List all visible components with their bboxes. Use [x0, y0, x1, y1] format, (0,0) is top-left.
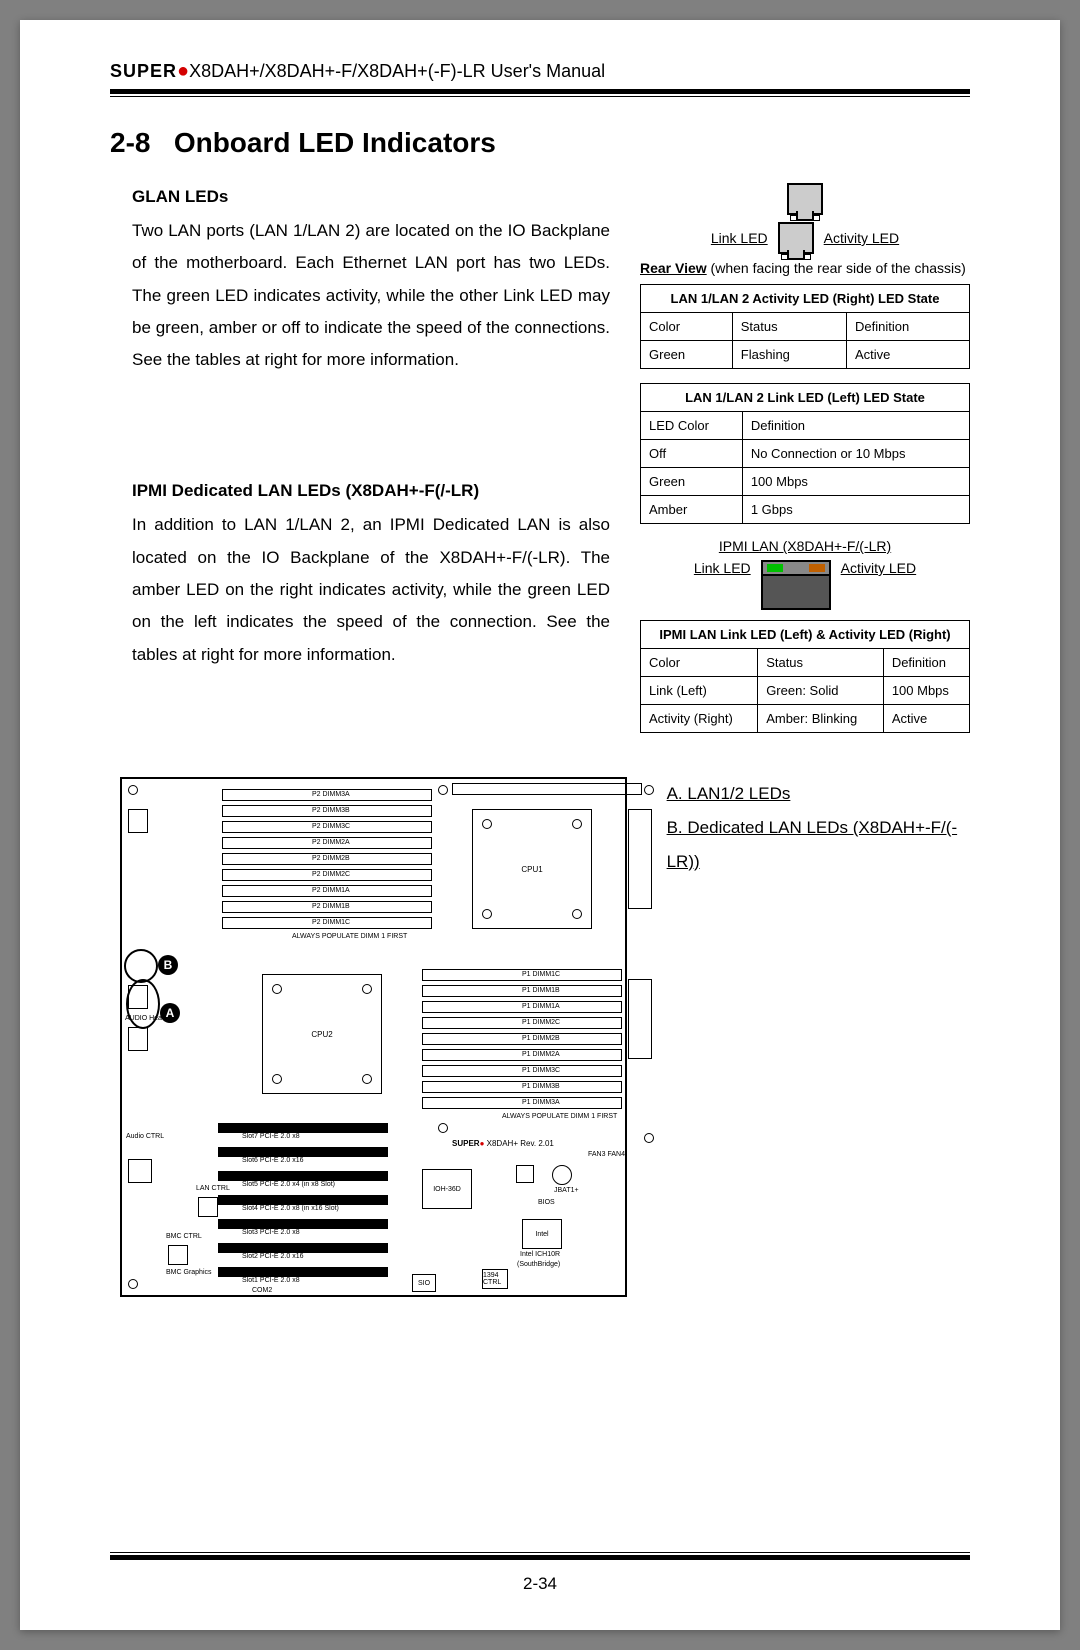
bios-chip [516, 1165, 534, 1183]
brand-supero: SUPER [110, 61, 177, 82]
pcie-slot [218, 1243, 388, 1253]
pcie-slot [218, 1147, 388, 1157]
header-rule-thin [110, 96, 970, 97]
rj45-labeled-icon: Link LED Activity LED [640, 222, 970, 254]
audio-header [128, 1027, 148, 1051]
pcie-slot [218, 1267, 388, 1277]
bmc-ctrl [168, 1245, 188, 1265]
bmc-block [128, 1159, 152, 1183]
manual-page: SUPER● X8DAH+/X8DAH+-F/X8DAH+(-F)-LR Use… [20, 20, 1060, 1630]
pcie-slot [218, 1195, 388, 1205]
i1394-chip: 1394 CTRL [482, 1269, 508, 1289]
footer-rule-thick [110, 1555, 970, 1560]
ipmi-connector-icon: Link LED Activity LED [640, 560, 970, 610]
battery-icon [552, 1165, 572, 1185]
rj45-top-icon [640, 183, 970, 218]
page-number: 2-34 [110, 1574, 970, 1594]
glan-paragraph: Two LAN ports (LAN 1/LAN 2) are located … [132, 215, 610, 376]
section-title: 2-8 Onboard LED Indicators [110, 127, 970, 159]
activity-led-table: LAN 1/LAN 2 Activity LED (Right) LED Sta… [640, 284, 970, 369]
diagram-legend: A. LAN1/2 LEDs B. Dedicated LAN LEDs (X8… [667, 777, 970, 879]
ich-chip: Intel [522, 1219, 562, 1249]
pcie-slot [218, 1219, 388, 1229]
link-led-table: LAN 1/LAN 2 Link LED (Left) LED State LE… [640, 383, 970, 524]
header-rule-thick [110, 89, 970, 94]
pcie-slot [218, 1171, 388, 1181]
ioh-chip: IOH-36D [422, 1169, 472, 1209]
callout-a: A [160, 1003, 180, 1023]
ipmi-paragraph: In addition to LAN 1/LAN 2, an IPMI Dedi… [132, 509, 610, 670]
glan-heading: GLAN LEDs [132, 187, 610, 207]
rear-view-note: Rear View (when facing the rear side of … [640, 260, 970, 276]
page-header: SUPER● X8DAH+/X8DAH+-F/X8DAH+(-F)-LR Use… [110, 60, 970, 83]
ipmi-heading: IPMI Dedicated LAN LEDs (X8DAH+-F(/-LR) [132, 481, 610, 501]
footer-rule-thin [110, 1552, 970, 1553]
link-led-label: Link LED [711, 230, 768, 246]
ipmi-led-table: IPMI LAN Link LED (Left) & Activity LED … [640, 620, 970, 733]
motherboard-diagram: P2 DIMM3AP2 DIMM3BP2 DIMM3CP2 DIMM2AP2 D… [120, 777, 627, 1297]
lan-ctrl [198, 1197, 218, 1217]
callout-b: B [158, 955, 178, 975]
manual-title: X8DAH+/X8DAH+-F/X8DAH+(-F)-LR User's Man… [189, 61, 605, 82]
pcie-slot [218, 1123, 388, 1133]
activity-led-label: Activity LED [824, 230, 899, 246]
board-model-label: SUPER● X8DAH+ Rev. 2.01 [452, 1139, 554, 1148]
sio-chip: SIO [412, 1274, 436, 1292]
brand-dot-icon: ● [177, 60, 189, 83]
ipmi-conn-title: IPMI LAN (X8DAH+-F/(-LR) [640, 538, 970, 554]
